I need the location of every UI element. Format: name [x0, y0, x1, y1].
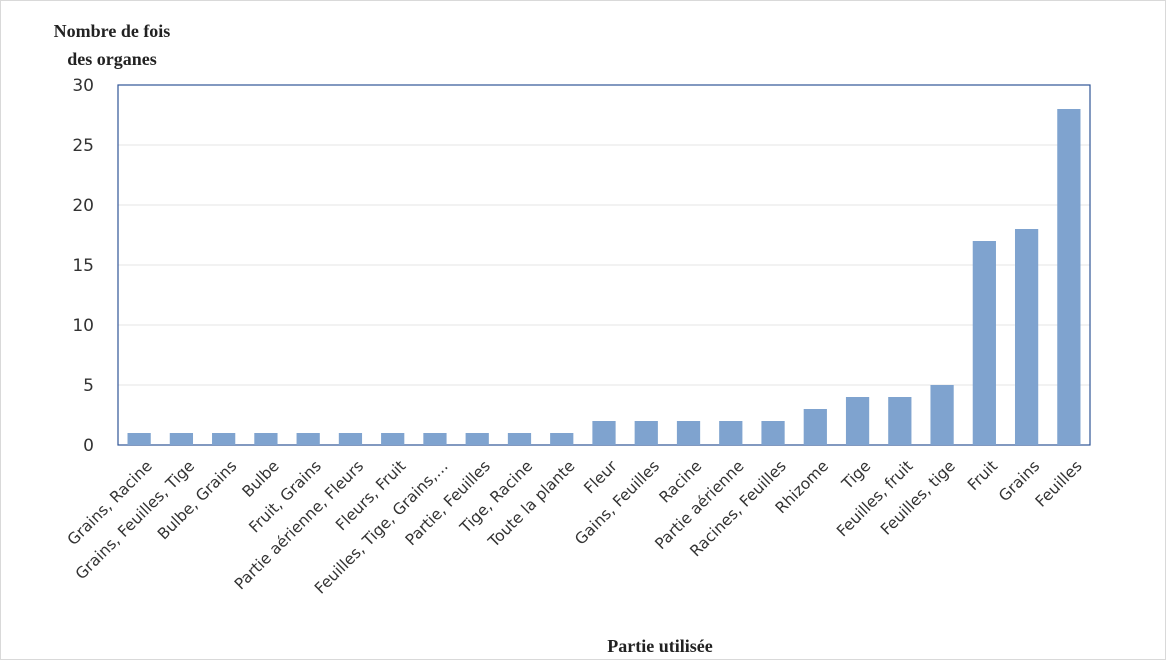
bar [550, 433, 574, 445]
bar [127, 433, 151, 445]
bar [845, 397, 870, 445]
y-axis-title-line2: des organes [67, 49, 157, 69]
y-tick-label: 30 [72, 76, 94, 96]
bar [212, 433, 236, 445]
bar [761, 421, 785, 445]
y-tick-label: 20 [72, 196, 94, 216]
bar [423, 433, 447, 445]
x-axis-title: Partie utilisée [607, 636, 712, 656]
bar [592, 421, 616, 445]
bar [254, 433, 278, 445]
y-tick-label: 5 [83, 376, 94, 396]
bar [972, 241, 996, 445]
y-axis-title-line1: Nombre de fois [54, 21, 171, 41]
bar [803, 409, 827, 445]
y-tick-labels: 0 5 10 15 20 25 30 [72, 76, 94, 456]
bar [338, 433, 363, 445]
x-category-label: Tige [838, 457, 875, 494]
bar [381, 433, 405, 445]
y-tick-label: 0 [83, 436, 94, 456]
bar [507, 433, 532, 445]
bar [634, 421, 658, 445]
bars [127, 109, 1081, 445]
y-tick-label: 10 [72, 316, 94, 336]
bar [888, 397, 912, 445]
y-tick-label: 15 [72, 256, 94, 276]
bar [719, 421, 743, 445]
x-category-label: Fruit [964, 457, 1001, 494]
bar [676, 421, 701, 445]
x-category-label: Feuilles, tige [877, 457, 959, 539]
bar [296, 433, 320, 445]
bar [465, 433, 489, 445]
bar [930, 385, 954, 445]
bar [1057, 109, 1081, 445]
x-category-label: Feuilles [1032, 457, 1086, 511]
bar [1014, 229, 1039, 445]
bar [169, 433, 194, 445]
y-tick-label: 25 [72, 136, 94, 156]
